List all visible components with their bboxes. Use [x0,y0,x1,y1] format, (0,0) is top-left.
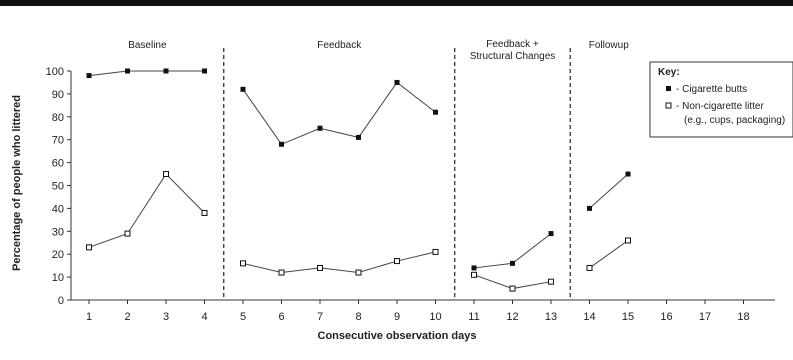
series-cigarette-butts [87,69,631,271]
series-line [590,174,629,208]
phase-labels: Baseline Feedback Feedback +Structural Cha… [128,39,629,62]
series-line [89,71,205,76]
legend-label-noncigarette: - Non-cigarette litter [676,101,764,112]
x-tick-label: 14 [583,311,595,323]
data-point [241,87,246,92]
phase-label: Followup [589,40,629,51]
data-point [318,126,323,131]
data-point [356,135,361,140]
x-tick-label: 2 [124,311,130,323]
data-point [626,172,631,177]
data-point [587,265,592,270]
y-axis-label: Percentage of people who littered [11,95,23,271]
data-point [549,231,554,236]
x-tick-label: 15 [622,311,634,323]
series-line [89,174,205,247]
x-tick-label: 11 [468,311,479,323]
y-tick-label: 50 [52,181,64,193]
x-tick-label: 17 [699,311,711,323]
data-point [241,261,246,266]
legend-title: Key: [658,67,680,78]
series-line [243,252,436,273]
data-point [395,80,400,85]
data-point [279,270,284,275]
data-point [626,238,631,243]
data-point [433,110,438,115]
legend: Key: - Cigarette butts - Non-cigarette l… [650,62,793,137]
data-point [395,259,400,264]
y-tick-label: 70 [52,135,64,147]
x-tick-label: 13 [545,311,557,323]
data-point [318,265,323,270]
phase-label: Structural Changes [470,51,556,62]
x-tick-label: 8 [355,311,361,323]
data-point [125,231,130,236]
x-tick-label: 1 [86,311,92,323]
x-tick-label: 16 [660,311,672,323]
x-tick-label: 18 [737,311,749,323]
y-tick-label: 90 [52,89,64,101]
data-point [125,69,130,74]
series-layer [87,69,631,292]
x-tick-label: 10 [429,311,441,323]
data-point [202,210,207,215]
legend-label-cigarette: - Cigarette butts [676,84,747,95]
data-point [549,279,554,284]
y-tick-label: 100 [46,66,64,78]
data-point [279,142,284,147]
y-tick-label: 60 [52,158,64,170]
y-tick-label: 40 [52,203,64,215]
legend-marker-noncigarette [666,103,671,108]
y-tick-label: 10 [52,272,64,284]
data-point [87,245,92,250]
x-tick-label: 4 [201,311,207,323]
data-point [587,206,592,211]
series-line [590,240,629,267]
series-line [243,82,436,144]
data-point [510,261,515,266]
phase-label: Feedback + [486,39,539,50]
y-tick-label: 20 [52,249,64,261]
y-tick-label: 30 [52,226,64,238]
data-point [472,272,477,277]
phase-label: Baseline [128,40,167,51]
data-point [356,270,361,275]
legend-label-noncigarette-line2: (e.g., cups, packaging) [684,115,785,126]
y-tick-label: 0 [58,295,64,307]
data-point [433,249,438,254]
y-ticks: 0 10 20 30 40 50 60 70 80 90 100 [46,66,71,307]
data-point [164,69,169,74]
x-tick-label: 9 [394,311,400,323]
x-ticks: 1 2 3 4 5 6 7 8 9 10 11 12 13 14 15 16 17 18 [86,300,750,323]
data-point [510,286,515,291]
data-point [202,69,207,74]
data-point [87,73,92,78]
legend-marker-cigarette [666,86,671,91]
x-tick-label: 6 [278,311,284,323]
phase-label: Feedback [317,40,362,51]
x-tick-label: 5 [240,311,246,323]
data-point [164,172,169,177]
x-tick-label: 3 [163,311,169,323]
y-tick-label: 80 [52,112,64,124]
data-point [472,265,477,270]
x-tick-label: 12 [506,311,518,323]
x-tick-label: 7 [317,311,323,323]
x-axis-label: Consecutive observation days [318,330,477,342]
